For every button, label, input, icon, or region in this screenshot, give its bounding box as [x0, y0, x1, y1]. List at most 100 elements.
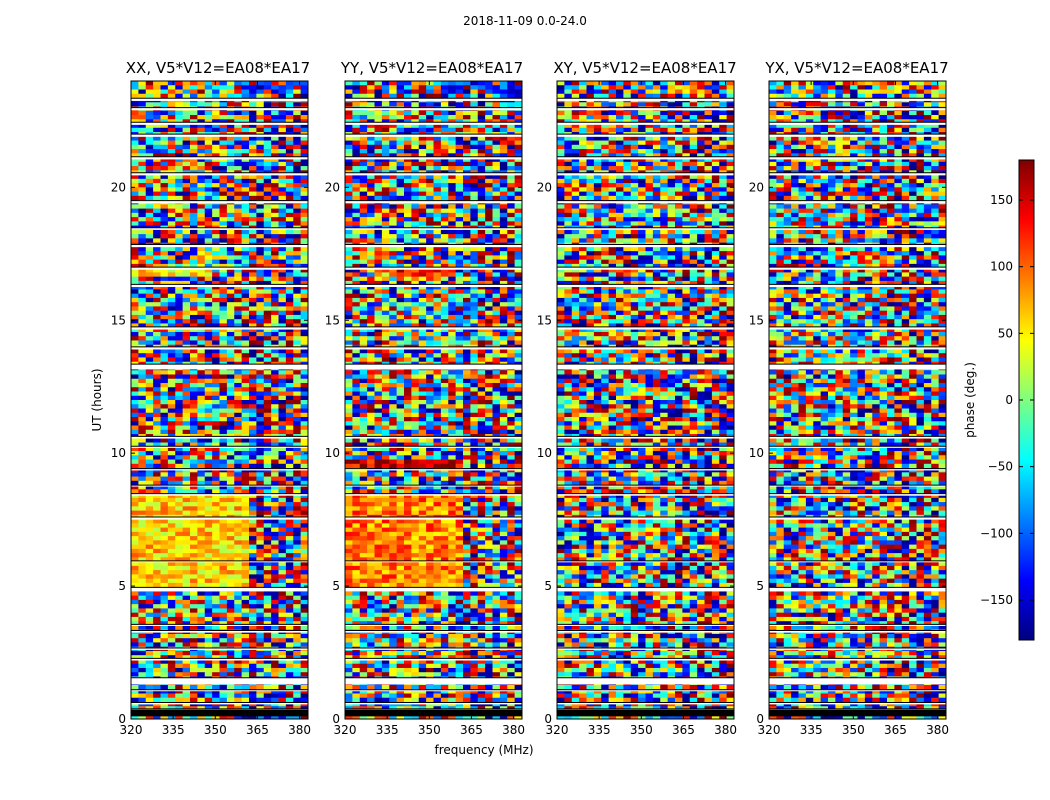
heatmap-cell — [131, 523, 139, 528]
heatmap-cell — [293, 536, 301, 541]
heatmap-cell — [456, 209, 464, 214]
heatmap-cell — [360, 111, 368, 116]
heatmap-cell — [478, 81, 486, 86]
heatmap-cell — [175, 136, 183, 141]
heatmap-cell — [242, 579, 250, 584]
heatmap-cell — [242, 370, 250, 375]
heatmap-cell — [301, 136, 309, 141]
heatmap-cell — [382, 145, 390, 150]
heatmap-cell — [205, 319, 213, 324]
heatmap-cell — [242, 502, 250, 507]
heatmap-cell — [227, 396, 235, 401]
heatmap-cell — [515, 230, 523, 235]
heatmap-cell — [256, 260, 264, 265]
heatmap-cell — [448, 179, 456, 184]
heatmap-cell — [286, 183, 294, 188]
heatmap-cell — [212, 451, 220, 456]
heatmap-cell — [153, 247, 161, 252]
heatmap-cell — [264, 566, 272, 571]
heatmap-cell — [146, 90, 154, 95]
heatmap-cell — [441, 179, 449, 184]
heatmap-cell — [131, 464, 139, 469]
heatmap-cell — [242, 213, 250, 218]
heatmap-cell — [286, 617, 294, 622]
heatmap-cell — [441, 85, 449, 90]
heatmap-cell — [507, 260, 515, 265]
heatmap-cell — [279, 272, 287, 277]
heatmap-cell — [220, 319, 228, 324]
heatmap-cell — [397, 298, 405, 303]
heatmap-cell — [434, 230, 442, 235]
heatmap-cell — [301, 272, 309, 277]
heatmap-cell — [220, 102, 228, 107]
heatmap-cell — [271, 608, 279, 613]
heatmap-cell — [515, 128, 523, 133]
heatmap-cell — [212, 311, 220, 316]
heatmap-cell — [404, 187, 412, 192]
heatmap-cell — [175, 566, 183, 571]
heatmap-cell — [507, 302, 515, 307]
heatmap-cell — [205, 460, 213, 465]
heatmap-cell — [168, 353, 176, 358]
heatmap-cell — [515, 272, 523, 277]
heatmap-cell — [249, 179, 257, 184]
heatmap-cell — [153, 277, 161, 282]
heatmap-cell — [264, 336, 272, 341]
heatmap-cell — [286, 136, 294, 141]
heatmap-cell — [279, 540, 287, 545]
heatmap-cell — [286, 336, 294, 341]
heatmap-cell — [161, 217, 169, 222]
heatmap-cell — [404, 213, 412, 218]
heatmap-cell — [220, 698, 228, 703]
heatmap-cell — [375, 311, 383, 316]
heatmap-cell — [190, 204, 198, 209]
heatmap-cell — [205, 693, 213, 698]
heatmap-cell — [515, 204, 523, 209]
heatmap-cell — [220, 596, 228, 601]
heatmap-cell — [183, 553, 191, 558]
heatmap-cell — [249, 166, 257, 171]
heatmap-cell — [478, 145, 486, 150]
heatmap-cell — [256, 374, 264, 379]
heatmap-cell — [234, 608, 242, 613]
heatmap-cell — [190, 336, 198, 341]
heatmap-cell — [138, 549, 146, 554]
heatmap-cell — [175, 238, 183, 243]
heatmap-cell — [153, 213, 161, 218]
heatmap-cell — [234, 634, 242, 639]
heatmap-cell — [227, 111, 235, 116]
heatmap-cell — [256, 600, 264, 605]
heatmap-cell — [175, 511, 183, 516]
heatmap-cell — [286, 251, 294, 256]
y-tick-label: 5 — [118, 579, 126, 593]
heatmap-cell — [367, 90, 375, 95]
heatmap-cell — [286, 400, 294, 405]
heatmap-cell — [478, 149, 486, 154]
heatmap-cell — [279, 221, 287, 226]
heatmap-cell — [397, 179, 405, 184]
heatmap-cell — [220, 374, 228, 379]
heatmap-cell — [256, 192, 264, 197]
heatmap-cell — [470, 234, 478, 239]
heatmap-cell — [500, 306, 508, 311]
heatmap-cell — [301, 540, 309, 545]
heatmap-cell — [190, 340, 198, 345]
heatmap-cell — [168, 438, 176, 443]
heatmap-cell — [264, 306, 272, 311]
heatmap-cell — [411, 192, 419, 197]
heatmap-cell — [426, 81, 434, 86]
heatmap-cell — [227, 260, 235, 265]
heatmap-cell — [419, 272, 427, 277]
heatmap-cell — [131, 336, 139, 341]
heatmap-cell — [220, 209, 228, 214]
heatmap-cell — [138, 238, 146, 243]
heatmap-cell — [183, 409, 191, 414]
heatmap-cell — [153, 141, 161, 146]
heatmap-cell — [367, 260, 375, 265]
heatmap-cell — [293, 319, 301, 324]
heatmap-cell — [264, 511, 272, 516]
heatmap-cell — [256, 336, 264, 341]
heatmap-cell — [375, 102, 383, 107]
heatmap-cell — [138, 668, 146, 673]
heatmap-cell — [183, 277, 191, 282]
